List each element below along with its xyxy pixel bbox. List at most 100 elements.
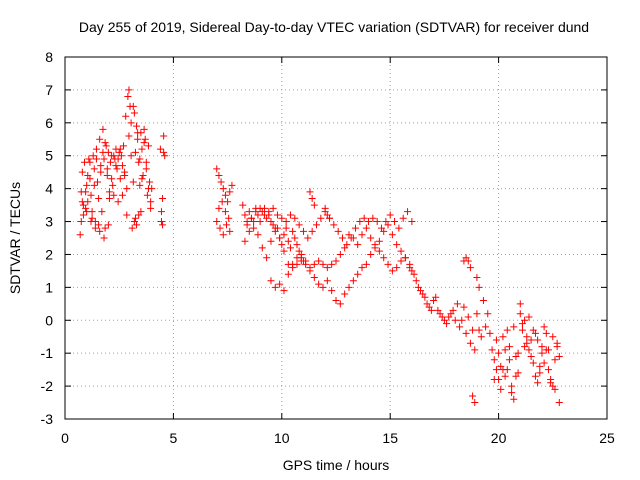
data-point — [129, 102, 137, 110]
data-point — [91, 224, 99, 232]
chart-title: Day 255 of 2019, Sidereal Day-to-day VTE… — [79, 19, 589, 35]
data-point — [482, 323, 490, 331]
data-point — [99, 148, 107, 156]
data-point — [315, 257, 323, 265]
data-point — [525, 313, 533, 321]
data-point — [312, 221, 320, 229]
data-point — [464, 313, 472, 321]
data-point — [497, 362, 505, 370]
data-point — [120, 142, 128, 150]
data-point — [121, 171, 129, 179]
data-point — [108, 175, 116, 183]
data-point — [109, 181, 117, 189]
data-point — [306, 188, 314, 196]
data-point — [250, 224, 258, 232]
data-point — [310, 273, 318, 281]
data-point — [503, 326, 511, 334]
data-point — [490, 356, 498, 364]
data-point — [536, 362, 544, 370]
data-point — [219, 185, 227, 193]
data-point — [371, 241, 379, 249]
data-point — [278, 241, 286, 249]
data-point — [136, 181, 144, 189]
data-point — [284, 270, 292, 278]
data-point — [542, 329, 550, 337]
data-point — [508, 389, 516, 397]
data-point — [98, 208, 106, 216]
data-point — [125, 132, 133, 140]
data-point — [144, 185, 152, 193]
data-point — [117, 152, 125, 160]
plot-frame — [64, 56, 608, 420]
data-point — [100, 155, 108, 163]
x-tick-label: 25 — [599, 430, 615, 446]
data-point — [501, 372, 509, 380]
y-tick-label: -1 — [41, 345, 54, 361]
data-point — [388, 231, 396, 239]
data-point — [160, 148, 168, 156]
data-point — [367, 234, 375, 242]
data-point — [135, 158, 143, 166]
data-point — [161, 152, 169, 160]
y-tick-label: 7 — [45, 82, 53, 98]
data-point — [291, 234, 299, 242]
data-point — [101, 139, 109, 147]
data-point — [551, 356, 559, 364]
data-point — [516, 310, 524, 318]
data-point — [518, 320, 526, 328]
data-point — [495, 349, 503, 357]
data-point — [144, 142, 152, 150]
data-point — [339, 234, 347, 242]
data-point — [77, 218, 85, 226]
data-point — [436, 310, 444, 318]
data-point — [404, 208, 412, 216]
data-point — [139, 171, 147, 179]
data-point — [341, 290, 349, 298]
data-point — [323, 277, 331, 285]
data-point — [466, 264, 474, 272]
data-point — [271, 283, 279, 291]
data-point — [386, 211, 394, 219]
data-point — [146, 178, 154, 186]
data-point — [332, 297, 340, 305]
data-point — [510, 395, 518, 403]
data-point — [354, 270, 362, 278]
data-point — [310, 201, 318, 209]
x-tick-label: 0 — [61, 430, 69, 446]
data-point — [140, 139, 148, 147]
data-point — [473, 310, 481, 318]
data-point — [462, 329, 470, 337]
data-point — [460, 257, 468, 265]
data-point — [118, 162, 126, 170]
data-point — [308, 227, 316, 235]
data-point — [321, 204, 329, 212]
data-point — [239, 201, 247, 209]
data-point — [267, 277, 275, 285]
data-point — [245, 208, 253, 216]
data-point — [157, 218, 165, 226]
data-point — [286, 244, 294, 252]
data-point — [84, 171, 92, 179]
data-point — [553, 343, 561, 351]
data-point — [105, 188, 113, 196]
data-point — [488, 346, 496, 354]
data-point — [218, 198, 226, 206]
y-tick-label: 2 — [45, 246, 53, 262]
data-point — [273, 211, 281, 219]
data-point — [85, 155, 93, 163]
data-point — [289, 227, 297, 235]
data-point — [213, 218, 221, 226]
data-point — [358, 231, 366, 239]
data-point — [529, 359, 537, 367]
data-point — [78, 198, 86, 206]
data-point — [503, 366, 511, 374]
data-point — [505, 343, 513, 351]
data-point — [282, 218, 290, 226]
data-point — [317, 214, 325, 222]
data-point — [325, 214, 333, 222]
y-axis-label: SDTVAR / TECUs — [7, 182, 23, 294]
data-point — [302, 257, 310, 265]
data-point — [508, 382, 516, 390]
data-point — [388, 267, 396, 275]
